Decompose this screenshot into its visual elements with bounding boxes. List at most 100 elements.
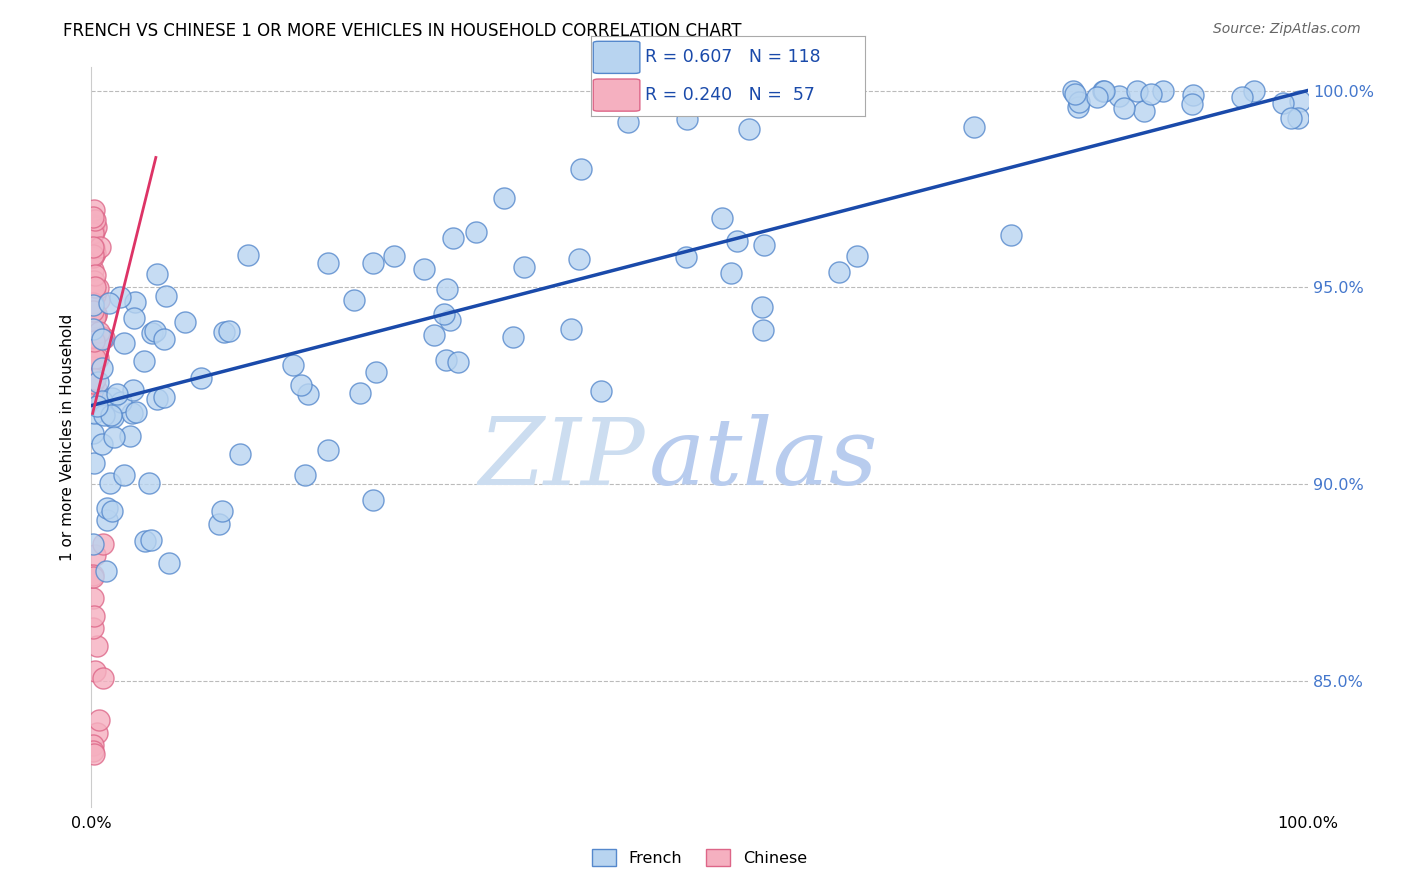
Point xyxy=(124,295,146,310)
Point xyxy=(98,475,121,490)
Point xyxy=(83,609,105,624)
Point xyxy=(100,408,122,422)
Point xyxy=(752,323,775,337)
Point xyxy=(96,500,118,515)
Point xyxy=(103,430,125,444)
Point xyxy=(1243,83,1265,97)
Point xyxy=(86,280,108,294)
Point xyxy=(86,219,108,234)
Point xyxy=(569,161,592,176)
Point xyxy=(157,556,180,570)
Point xyxy=(101,410,124,425)
Point xyxy=(211,504,233,518)
Text: FRENCH VS CHINESE 1 OR MORE VEHICLES IN HOUSEHOLD CORRELATION CHART: FRENCH VS CHINESE 1 OR MORE VEHICLES IN … xyxy=(63,22,742,40)
Point xyxy=(1232,90,1254,104)
Point xyxy=(94,564,117,578)
Point xyxy=(502,330,524,344)
Point xyxy=(87,325,110,339)
Point xyxy=(84,549,107,563)
Point xyxy=(91,537,114,551)
Point xyxy=(97,296,120,310)
Point xyxy=(361,256,384,270)
Point xyxy=(112,336,135,351)
Point xyxy=(675,112,697,127)
Point xyxy=(281,358,304,372)
Text: ZIP: ZIP xyxy=(478,414,645,504)
Point xyxy=(82,350,104,364)
Point xyxy=(725,234,748,248)
Point xyxy=(616,115,638,129)
Point xyxy=(828,265,851,279)
Point xyxy=(82,537,104,551)
Point xyxy=(83,225,105,239)
Point xyxy=(441,231,464,245)
Point xyxy=(436,282,458,296)
Point xyxy=(87,351,110,365)
Point xyxy=(1085,90,1108,104)
Point xyxy=(96,513,118,527)
Point xyxy=(434,353,457,368)
Point xyxy=(110,394,132,409)
Point xyxy=(89,240,111,254)
Point xyxy=(738,122,761,136)
Point xyxy=(87,713,110,727)
Point xyxy=(218,324,240,338)
Point xyxy=(1152,83,1174,97)
Point xyxy=(752,238,775,252)
Point xyxy=(82,226,104,240)
Point xyxy=(83,218,105,232)
Point xyxy=(91,437,114,451)
Point xyxy=(82,376,104,390)
Point xyxy=(465,225,488,239)
Point xyxy=(208,516,231,531)
Point xyxy=(82,425,104,440)
Point xyxy=(146,392,169,406)
Point xyxy=(1181,96,1204,111)
Point xyxy=(121,406,143,420)
Point xyxy=(212,325,235,339)
Legend: French, Chinese: French, Chinese xyxy=(592,849,807,866)
Point xyxy=(84,279,107,293)
Point xyxy=(1092,83,1115,97)
Point xyxy=(84,308,107,322)
Point xyxy=(82,321,104,335)
Point xyxy=(343,293,366,308)
Point xyxy=(846,248,869,262)
Point xyxy=(1182,88,1205,103)
Point xyxy=(82,621,104,635)
Point xyxy=(84,288,107,302)
Point xyxy=(591,384,613,399)
FancyBboxPatch shape xyxy=(593,79,640,112)
Point xyxy=(675,250,697,264)
Point xyxy=(138,475,160,490)
Point xyxy=(1140,87,1163,101)
Point xyxy=(439,312,461,326)
Point xyxy=(82,240,104,254)
Point xyxy=(83,241,105,255)
Point xyxy=(1289,95,1312,109)
Point xyxy=(86,726,108,740)
Text: R = 0.240   N =  57: R = 0.240 N = 57 xyxy=(645,87,815,104)
Point xyxy=(83,202,105,217)
Point xyxy=(141,326,163,341)
Text: atlas: atlas xyxy=(648,414,877,504)
Point xyxy=(121,383,143,397)
Point xyxy=(112,468,135,483)
Point xyxy=(1133,104,1156,119)
Point xyxy=(1272,96,1295,111)
Point xyxy=(1286,111,1309,125)
Point xyxy=(82,303,104,318)
Point xyxy=(146,267,169,281)
Point xyxy=(83,747,105,761)
Point xyxy=(101,392,124,406)
Point xyxy=(422,327,444,342)
Point xyxy=(229,447,252,461)
Point xyxy=(82,304,104,318)
Point xyxy=(134,534,156,549)
Point xyxy=(83,334,105,348)
Point xyxy=(447,355,470,369)
Text: Source: ZipAtlas.com: Source: ZipAtlas.com xyxy=(1213,22,1361,37)
Point xyxy=(82,359,104,374)
Point xyxy=(568,252,591,266)
Point xyxy=(153,390,176,404)
